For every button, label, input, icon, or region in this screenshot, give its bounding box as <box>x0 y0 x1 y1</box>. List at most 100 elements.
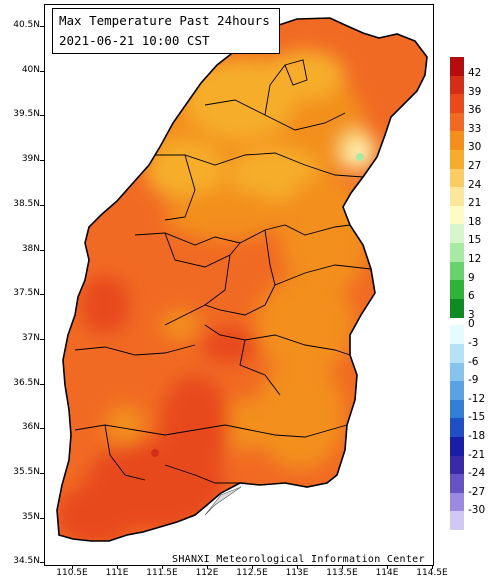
legend-swatch <box>450 243 464 263</box>
legend-label: -18 <box>468 430 486 442</box>
legend-swatch <box>450 492 464 512</box>
latitude-tick <box>40 26 44 27</box>
longitude-tick <box>432 566 433 569</box>
latitude-tick <box>40 160 44 162</box>
longitude-label: 110.5E <box>56 568 88 578</box>
legend-label: -9 <box>468 374 479 387</box>
legend-swatch <box>450 150 464 170</box>
legend-swatch <box>450 168 464 188</box>
latitude-tick <box>40 294 44 296</box>
map-title-box: Max Temperature Past 24hours 2021-06-21 … <box>52 8 280 54</box>
legend-label: 30 <box>468 141 482 154</box>
latitude-tick <box>40 473 44 474</box>
latitude-label: 36.5N <box>13 377 40 388</box>
latitude-tick <box>40 249 44 251</box>
longitude-label: 113E <box>285 568 309 578</box>
legend-label: 27 <box>468 160 482 172</box>
latitude-label: 37.5N <box>13 288 40 299</box>
legend-label: -27 <box>468 485 486 498</box>
latitude-tick <box>40 562 44 564</box>
legend-label: -15 <box>468 411 486 424</box>
legend-label: -21 <box>468 448 486 461</box>
legend-swatch <box>450 75 464 95</box>
legend-swatch <box>450 511 464 531</box>
legend-label: 39 <box>468 85 482 98</box>
legend-label: 33 <box>468 122 482 135</box>
legend-label: 0 <box>468 318 475 331</box>
legend-label: 24 <box>468 178 482 191</box>
legend-swatch <box>450 362 464 382</box>
legend-swatch <box>450 437 464 457</box>
longitude-tick <box>387 566 388 569</box>
latitude-label: 38N <box>21 243 40 254</box>
legend-swatch <box>450 344 464 364</box>
latitude-label: 34.5N <box>13 556 40 567</box>
longitude-tick <box>72 566 73 569</box>
latitude-tick <box>40 338 44 340</box>
latitude-tick <box>40 115 44 117</box>
longitude-tick <box>162 566 163 569</box>
legend-swatch <box>450 94 464 114</box>
legend-swatch <box>450 57 464 77</box>
legend-swatch <box>450 224 464 244</box>
map-frame <box>44 4 434 566</box>
source-credit: SHANXI Meteorological Information Center <box>172 554 425 565</box>
legend-swatch <box>450 261 464 281</box>
latitude-label: 39N <box>21 154 40 165</box>
southern-shade <box>204 486 242 516</box>
legend-swatch <box>450 280 464 300</box>
legend-label: 6 <box>468 290 475 303</box>
longitude-label: 113.5E <box>326 568 358 578</box>
legend-swatch <box>450 298 464 318</box>
legend-label: -6 <box>468 355 479 368</box>
longitude-label: 111E <box>105 568 129 578</box>
latitude-label: 36N <box>21 422 40 433</box>
legend-label: -3 <box>468 337 479 349</box>
longitude-label: 111.5E <box>146 568 178 578</box>
legend-label: 9 <box>468 271 475 284</box>
legend-label: 42 <box>468 67 482 79</box>
legend-label: 3 <box>468 308 475 321</box>
latitude-tick <box>40 204 44 206</box>
legend-swatch <box>450 205 464 225</box>
legend-swatch <box>450 131 464 151</box>
longitude-label: 112E <box>195 568 219 578</box>
legend-label: -30 <box>468 504 486 517</box>
legend-swatch <box>450 474 464 494</box>
latitude-label: 35N <box>21 511 40 522</box>
longitude-label: 114.5E <box>416 568 448 578</box>
legend-label: 18 <box>468 215 482 228</box>
latitude-tick <box>40 517 44 519</box>
legend-label: -24 <box>468 467 486 480</box>
legend-swatch <box>450 187 464 207</box>
latitude-tick <box>40 383 44 385</box>
longitude-label: 112.5E <box>236 568 268 578</box>
longitude-tick <box>342 566 343 569</box>
latitude-label: 39.5N <box>13 109 40 120</box>
latitude-tick <box>40 70 44 72</box>
latitude-tick <box>40 428 44 430</box>
legend-label: 12 <box>468 253 482 265</box>
legend-label: 15 <box>468 234 482 247</box>
legend-label: -12 <box>468 392 486 405</box>
legend-swatch <box>450 455 464 475</box>
map-title: Max Temperature Past 24hours <box>59 13 270 28</box>
legend-swatch <box>450 418 464 438</box>
latitude-label: 37N <box>21 332 40 343</box>
temperature-map <box>56 17 428 542</box>
legend-swatch <box>450 112 464 132</box>
longitude-tick <box>252 566 253 569</box>
latitude-label: 40N <box>21 64 40 75</box>
longitude-tick <box>117 566 118 569</box>
map-timestamp: 2021-06-21 10:00 CST <box>59 33 210 48</box>
temperature-legend: 42 39 36 33 30 27 24 21 18 15 12 9 6 3 0 -3 -6 -9 -12 -15 -1… <box>450 57 500 532</box>
legend-swatch <box>450 325 464 345</box>
longitude-label: 114E <box>375 568 399 578</box>
temperature-field <box>57 18 427 541</box>
longitude-tick <box>297 566 298 569</box>
latitude-label: 35.5N <box>13 467 40 477</box>
legend-swatch <box>450 399 464 419</box>
legend-label: 21 <box>468 197 482 210</box>
legend-label: 36 <box>468 104 482 117</box>
district-borders <box>74 59 372 484</box>
